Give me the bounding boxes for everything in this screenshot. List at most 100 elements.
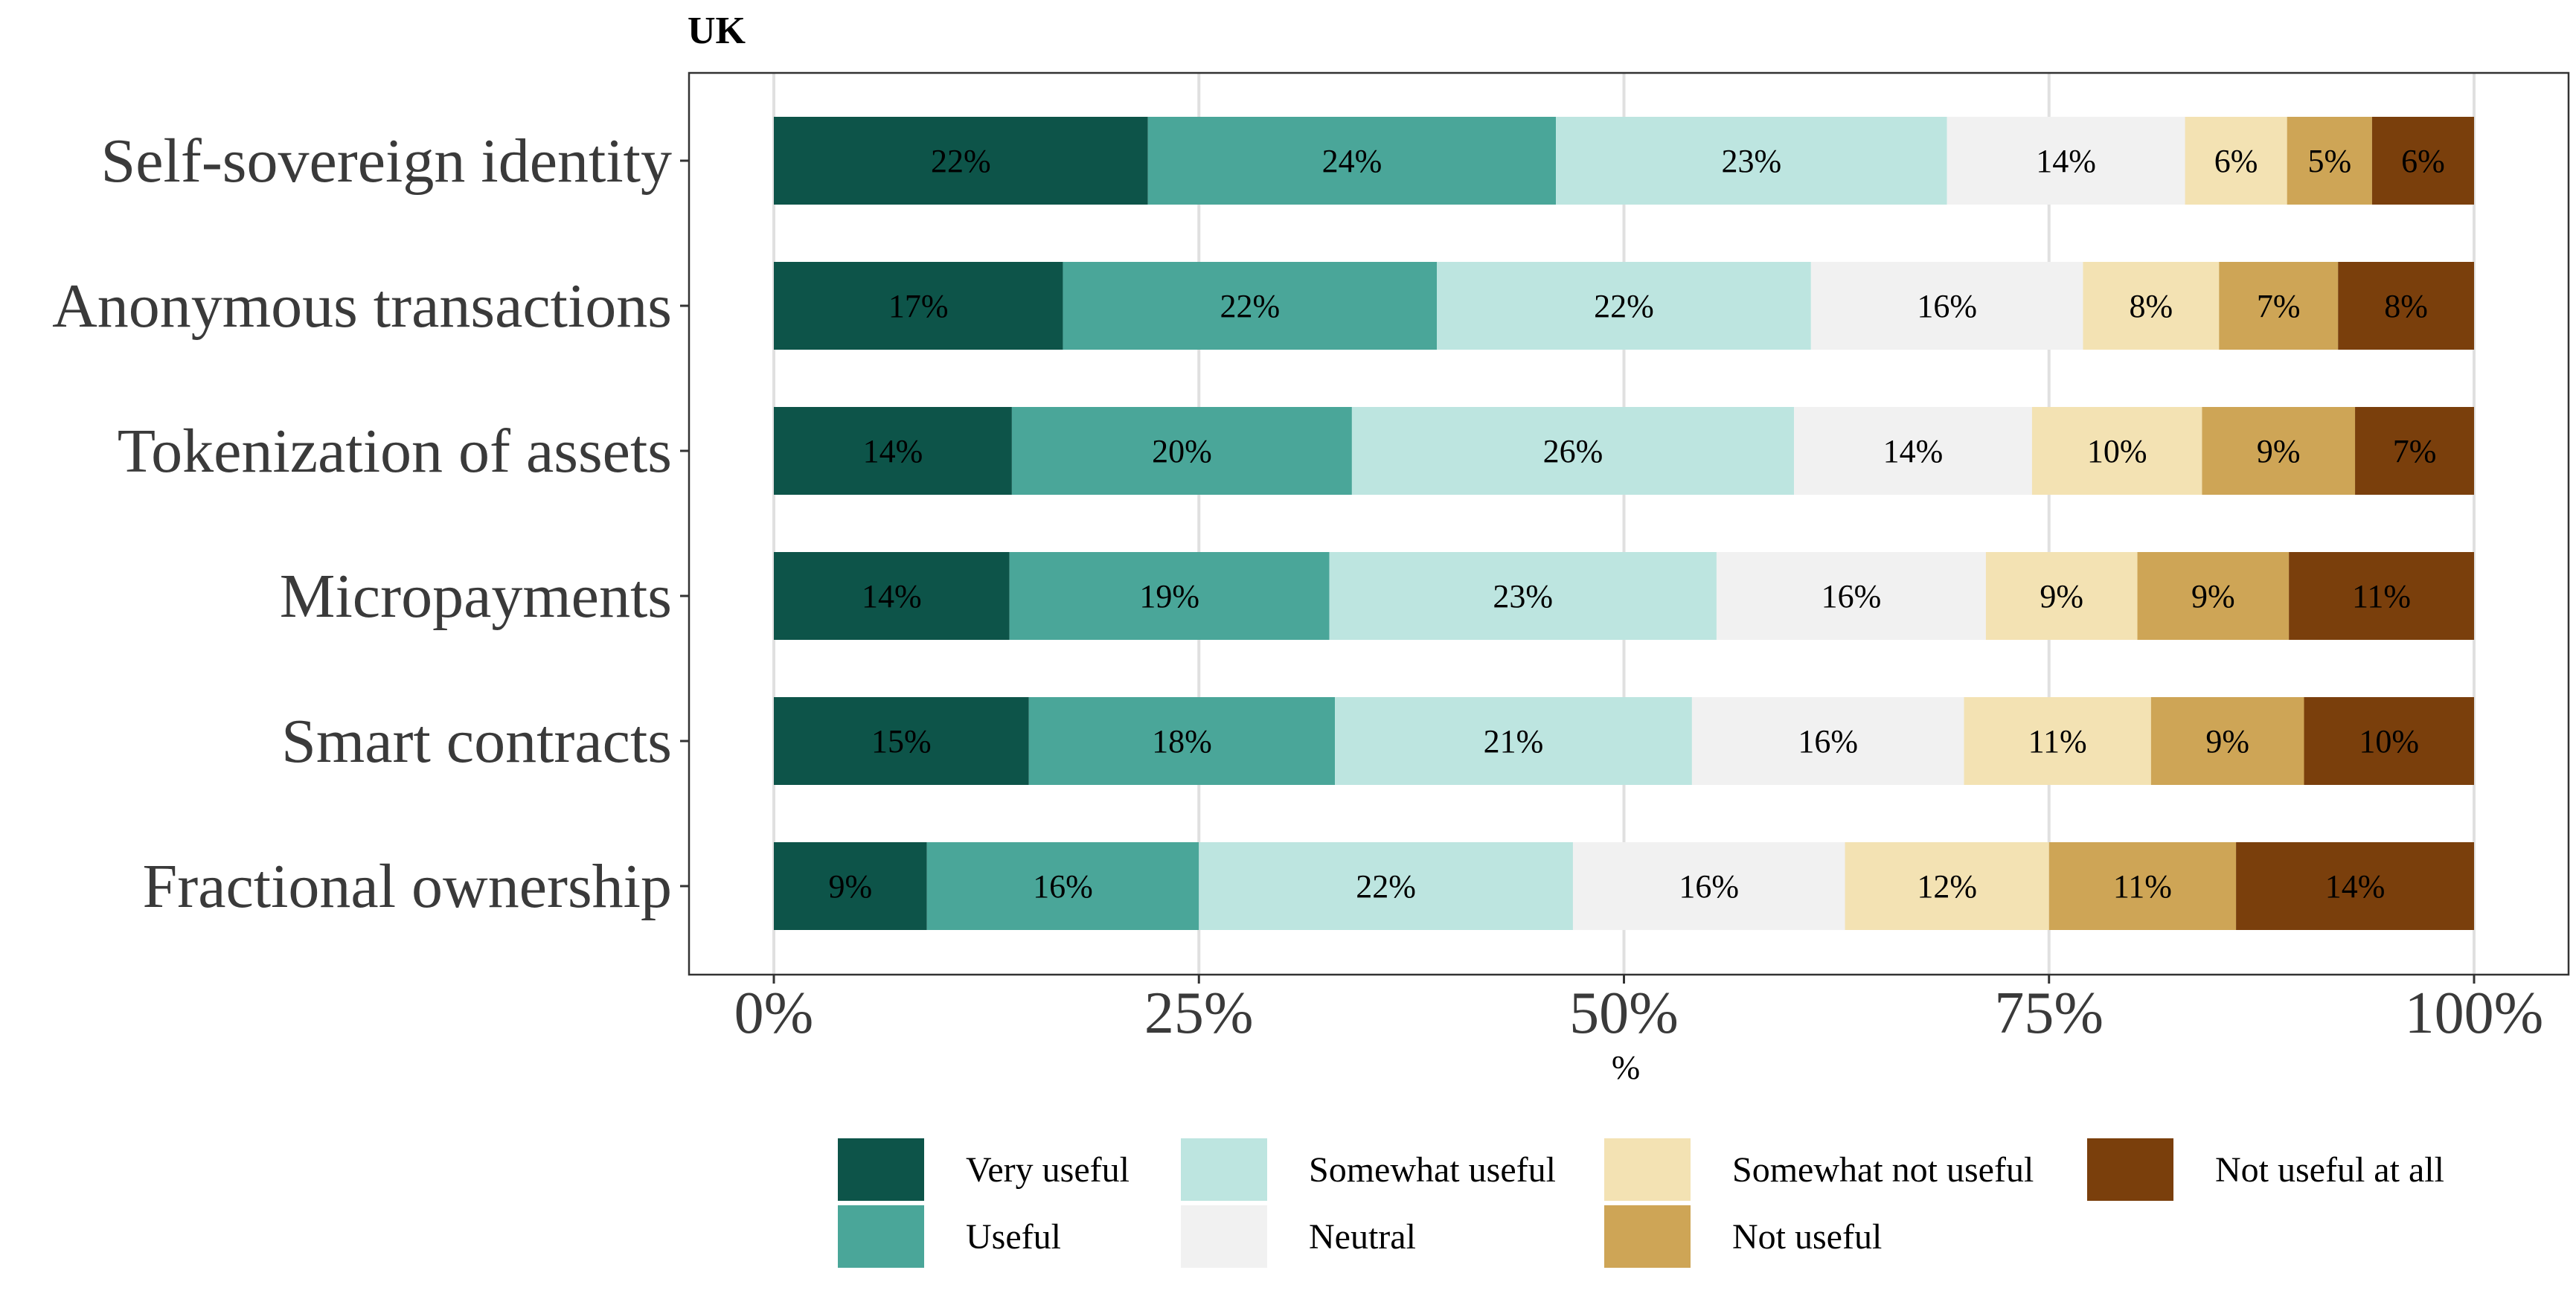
bar-segment bbox=[1947, 117, 2185, 205]
category-label: Micropayments bbox=[280, 562, 672, 631]
legend-key bbox=[2087, 1138, 2173, 1201]
bar-segment bbox=[1437, 262, 1811, 350]
bar-segment bbox=[2236, 842, 2474, 930]
legend-label: Very useful bbox=[966, 1150, 1130, 1190]
bar-segment bbox=[1572, 842, 1845, 930]
bar-segment bbox=[1009, 552, 1330, 640]
bar-value-label: 24% bbox=[1322, 143, 1382, 179]
legend-key bbox=[1181, 1138, 1267, 1201]
bar-value-label: 8% bbox=[2130, 288, 2173, 324]
bar-segment bbox=[2287, 117, 2372, 205]
legend-key bbox=[1604, 1205, 1691, 1268]
x-tick-label: 25% bbox=[1144, 981, 1254, 1046]
bar-value-label: 14% bbox=[2325, 868, 2386, 905]
bar-value-label: 21% bbox=[1484, 723, 1544, 760]
bar-value-label: 14% bbox=[862, 578, 922, 615]
bar-value-label: 14% bbox=[863, 433, 923, 469]
bar-value-label: 22% bbox=[1220, 288, 1280, 324]
bar-segment bbox=[2202, 407, 2356, 495]
bar-segment bbox=[774, 262, 1063, 350]
bar-value-label: 26% bbox=[1543, 433, 1603, 469]
legend-label: Somewhat not useful bbox=[1732, 1150, 2034, 1190]
bar-segment bbox=[1810, 262, 2083, 350]
bar-value-label: 9% bbox=[2205, 723, 2249, 760]
bar-segment bbox=[2289, 552, 2474, 640]
bar-segment bbox=[2185, 117, 2287, 205]
category-label: Fractional ownership bbox=[143, 852, 673, 921]
bar-value-label: 14% bbox=[2036, 143, 2096, 179]
bar-segment bbox=[1351, 407, 1794, 495]
bar-segment bbox=[1147, 117, 1557, 205]
bar-segment bbox=[1329, 552, 1717, 640]
bar-segment bbox=[1199, 842, 1573, 930]
legend-label: Neutral bbox=[1309, 1217, 1416, 1257]
bar-value-label: 6% bbox=[2214, 143, 2258, 179]
bar-segment bbox=[926, 842, 1199, 930]
bar-value-label: 10% bbox=[2087, 433, 2147, 469]
bar-value-label: 22% bbox=[931, 143, 991, 179]
bar-value-label: 7% bbox=[2257, 288, 2301, 324]
bar-segment bbox=[1716, 552, 1986, 640]
category-label: Tokenization of assets bbox=[118, 417, 672, 486]
bar-segment bbox=[2371, 117, 2474, 205]
bar-value-label: 16% bbox=[1798, 723, 1858, 760]
legend-label: Useful bbox=[966, 1217, 1061, 1257]
bar-segment bbox=[2219, 262, 2339, 350]
bar-value-label: 11% bbox=[2028, 723, 2087, 760]
bar-segment bbox=[774, 117, 1148, 205]
bar-value-label: 5% bbox=[2307, 143, 2351, 179]
bar-value-label: 8% bbox=[2384, 288, 2428, 324]
bar-value-label: 6% bbox=[2401, 143, 2445, 179]
bar-value-label: 9% bbox=[2191, 578, 2235, 615]
bar-segment bbox=[1063, 262, 1438, 350]
bar-segment bbox=[2150, 697, 2304, 785]
bar-value-label: 23% bbox=[1722, 143, 1782, 179]
bar-value-label: 12% bbox=[1917, 868, 1977, 905]
legend-key bbox=[1181, 1205, 1267, 1268]
bar-value-label: 18% bbox=[1152, 723, 1212, 760]
bar-value-label: 10% bbox=[2359, 723, 2419, 760]
bar-segment bbox=[1028, 697, 1336, 785]
x-tick-label: 75% bbox=[1994, 981, 2104, 1046]
plot-panel bbox=[688, 71, 2570, 976]
bar-value-label: 16% bbox=[1679, 868, 1739, 905]
bar-value-label: 9% bbox=[2040, 578, 2083, 615]
bar-value-label: 14% bbox=[1883, 433, 1944, 469]
bar-segment bbox=[1845, 842, 2049, 930]
bar-value-label: 22% bbox=[1594, 288, 1654, 324]
bars: 22% 24% 23% 14% 6% 5% 6% 17% 22% 22% 16% 8% 7% 8% 14% 2… bbox=[774, 117, 2474, 930]
x-tick-label: 50% bbox=[1569, 981, 1679, 1046]
bar-value-label: 11% bbox=[2352, 578, 2411, 615]
bar-segment bbox=[774, 697, 1029, 785]
bar-value-label: 17% bbox=[888, 288, 949, 324]
bar-segment bbox=[1335, 697, 1692, 785]
bar-segment bbox=[2048, 842, 2237, 930]
bar-value-label: 16% bbox=[1917, 288, 1977, 324]
bar-segment bbox=[774, 842, 927, 930]
legend: Very useful Useful Somewhat useful Neutral S… bbox=[838, 1138, 2444, 1268]
bar-value-label: 9% bbox=[2257, 433, 2301, 469]
bar-segment bbox=[2137, 552, 2290, 640]
category-label: Self-sovereign identity bbox=[101, 126, 672, 196]
bar-segment bbox=[774, 407, 1012, 495]
bar-segment bbox=[774, 552, 1010, 640]
grid bbox=[772, 73, 2476, 975]
bar-segment bbox=[1691, 697, 1964, 785]
legend-key bbox=[838, 1138, 924, 1201]
bar-value-label: 11% bbox=[2113, 868, 2172, 905]
legend-label: Somewhat useful bbox=[1309, 1150, 1556, 1190]
bar-value-label: 9% bbox=[828, 868, 872, 905]
legend-key bbox=[838, 1205, 924, 1268]
bar-value-label: 22% bbox=[1356, 868, 1416, 905]
bar-segment bbox=[1964, 697, 2151, 785]
category-label: Anonymous transactions bbox=[52, 272, 672, 341]
bar-segment bbox=[2355, 407, 2474, 495]
legend-label: Not useful bbox=[1732, 1217, 1882, 1257]
legend-label: Not useful at all bbox=[2215, 1150, 2444, 1190]
bar-value-label: 23% bbox=[1493, 578, 1553, 615]
bar-segment bbox=[2083, 262, 2220, 350]
category-labels: Self-sovereign identity Anonymous transac… bbox=[52, 126, 672, 921]
category-label: Smart contracts bbox=[281, 707, 672, 776]
chart-title: UK bbox=[688, 10, 746, 52]
